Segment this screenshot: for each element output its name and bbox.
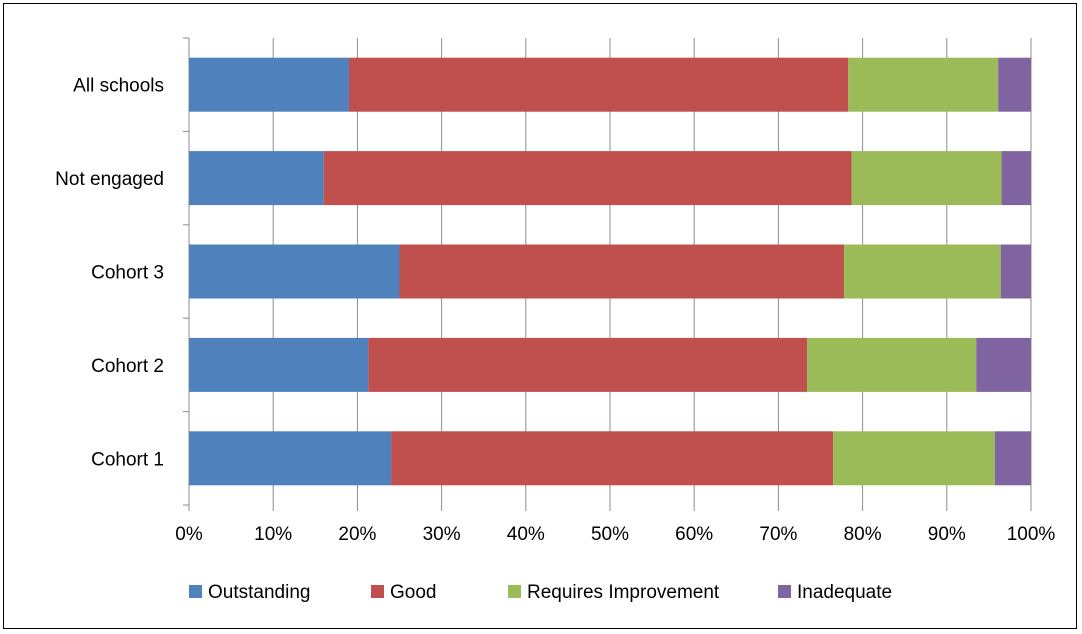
legend-swatch [371, 585, 384, 598]
legend-swatch [189, 585, 202, 598]
bar-segment-inadequate [1001, 151, 1031, 206]
bar-segment-good [323, 151, 852, 206]
bar-segment-requires-improvement [833, 431, 995, 486]
x-tick-label: 30% [423, 524, 461, 545]
bar-segment-outstanding [189, 57, 349, 112]
x-tick-label: 90% [928, 524, 966, 545]
legend-label: Good [390, 582, 436, 603]
bar-segment-inadequate [976, 337, 1031, 392]
bar-segment-good [348, 57, 849, 112]
bar-segment-outstanding [189, 431, 392, 486]
y-tick-label: Cohort 1 [91, 449, 164, 470]
x-tick-label: 0% [175, 524, 203, 545]
legend-label: Outstanding [208, 582, 310, 603]
x-tick-label: 100% [1007, 524, 1056, 545]
bar-segment-outstanding [189, 337, 369, 392]
x-tick-label: 40% [507, 524, 545, 545]
bar-segment-requires-improvement [851, 151, 1002, 206]
bar-segment-requires-improvement [807, 337, 977, 392]
legend-label: Inadequate [797, 582, 892, 603]
y-tick-label: Cohort 3 [91, 263, 164, 284]
bar-segment-good [399, 244, 845, 299]
y-tick-label: Not engaged [55, 169, 164, 190]
bar-segment-inadequate [998, 57, 1031, 112]
x-tick-label: 10% [254, 524, 292, 545]
y-tick-label: Cohort 2 [91, 356, 164, 377]
bar-segment-inadequate [1000, 244, 1031, 299]
legend-swatch [778, 585, 791, 598]
bar-segment-requires-improvement [848, 57, 999, 112]
bar-segment-inadequate [994, 431, 1031, 486]
legend-swatch [508, 585, 521, 598]
bar-segment-requires-improvement [844, 244, 1001, 299]
x-tick-label: 20% [338, 524, 376, 545]
bar-segment-good [391, 431, 834, 486]
y-tick-label: All schools [73, 76, 164, 97]
bar-segment-outstanding [189, 244, 400, 299]
bar-segment-outstanding [189, 151, 324, 206]
x-tick-label: 60% [675, 524, 713, 545]
bar-segment-good [368, 337, 808, 392]
x-tick-label: 50% [591, 524, 629, 545]
x-tick-label: 80% [844, 524, 882, 545]
legend-label: Requires Improvement [527, 582, 720, 603]
x-tick-label: 70% [759, 524, 797, 545]
